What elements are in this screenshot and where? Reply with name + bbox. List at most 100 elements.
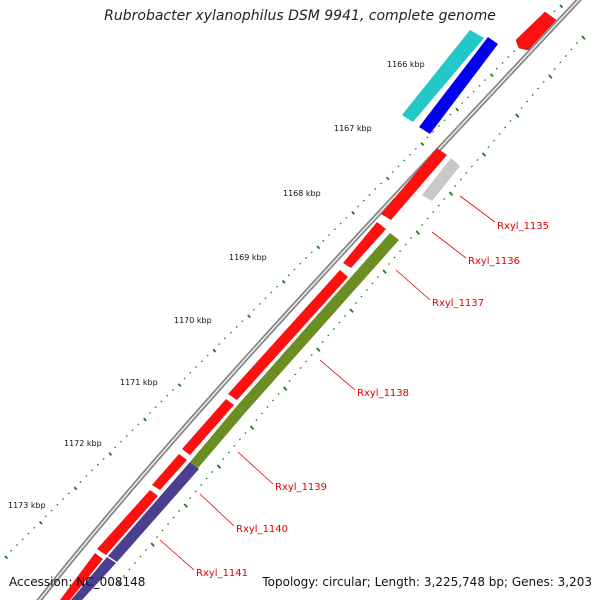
scale-tick (299, 262, 302, 265)
scale-tick (461, 102, 464, 105)
scale-tick (513, 50, 516, 53)
scale-tick (443, 119, 446, 122)
scale-tick (85, 475, 88, 478)
scale-tick (542, 81, 545, 83)
accession-text: Accession: NC_008148 (9, 575, 146, 589)
scale-tick (575, 42, 578, 44)
gene-blue[interactable] (419, 37, 498, 134)
gene-olive-rxyl-1138[interactable] (190, 407, 245, 468)
scale-tick (376, 276, 379, 278)
scale-tick (189, 371, 192, 374)
scale-tick (333, 228, 336, 231)
scale-tick (144, 549, 147, 551)
scale-tick (178, 510, 181, 512)
scale-tick (448, 191, 454, 196)
gene-red-4[interactable] (182, 399, 234, 455)
scale-tick (316, 245, 321, 250)
outer-scale-dots (4, 4, 564, 560)
scale-tick (21, 538, 24, 541)
scale-tick (166, 394, 169, 397)
gene-teal[interactable] (402, 30, 484, 122)
scale-tick (133, 562, 136, 564)
scale-tick (235, 325, 238, 328)
scale-tick (161, 529, 164, 532)
scale-tick (137, 423, 140, 426)
gene-red-1[interactable] (381, 148, 447, 220)
scale-tick (466, 96, 469, 99)
gene-red-5[interactable] (152, 454, 187, 490)
scale-tick (515, 113, 520, 118)
scale-tick (397, 165, 400, 168)
scale-tick (465, 172, 468, 174)
scale-tick (357, 205, 360, 208)
gene-leader-lines (159, 195, 496, 571)
scale-tick (504, 126, 507, 129)
scale-tick (277, 393, 280, 395)
scale-label-1167: 1167 kbp (334, 124, 372, 133)
scale-tick (410, 237, 413, 239)
gene-grey-rxyl-1135[interactable] (422, 158, 460, 201)
scale-tick (449, 113, 452, 116)
scale-tick (128, 568, 131, 571)
scale-tick (351, 211, 355, 215)
scale-tick (559, 61, 562, 64)
scale-tick (360, 295, 363, 298)
gene-red-6[interactable] (97, 490, 158, 555)
scale-tick (200, 360, 203, 363)
scale-tick (252, 308, 255, 311)
gene-red-7[interactable] (60, 553, 103, 600)
scale-tick (484, 79, 487, 82)
scale-tick (249, 425, 255, 430)
scale-tick (305, 360, 308, 363)
gene-purple-rxyl-1140[interactable] (108, 462, 199, 562)
scale-tick (183, 503, 188, 508)
scale-tick (404, 243, 407, 246)
gene-label-rxyl-1140: Rxyl_1140 (236, 524, 288, 535)
scale-tick (294, 373, 297, 376)
scale-tick (102, 457, 105, 460)
scale-tick (229, 331, 232, 334)
scale-tick (409, 153, 412, 156)
scale-tick (206, 354, 209, 357)
gene-label-rxyl-1137: Rxyl_1137 (432, 298, 484, 309)
scale-tick (167, 523, 170, 525)
scale-tick (139, 555, 142, 558)
scale-tick (420, 142, 425, 146)
scale-tick (260, 412, 263, 415)
scale-tick (432, 130, 435, 133)
scale-tick (489, 73, 494, 78)
scale-tick (316, 347, 321, 352)
scale-tick (15, 544, 18, 546)
gene-red-3[interactable] (228, 270, 348, 400)
scale-tick (426, 136, 429, 139)
scale-tick (385, 176, 390, 181)
scale-tick (131, 429, 134, 432)
scale-tick (339, 222, 342, 225)
scale-tick (498, 133, 501, 135)
scale-tick (321, 341, 324, 343)
scale-tick (570, 48, 573, 51)
scale-label-1173: 1173 kbp (8, 501, 46, 510)
scale-tick (459, 178, 462, 181)
scale-tick (241, 320, 244, 323)
gene-olive-rxyl-1137[interactable] (236, 233, 399, 413)
scale-tick (564, 55, 567, 57)
scale-tick (322, 239, 325, 242)
gene-label-rxyl-1141: Rxyl_1141 (196, 568, 248, 579)
map-title: Rubrobacter xylanophilus DSM 9941, compl… (104, 8, 496, 24)
scale-tick (403, 159, 406, 162)
scale-tick (328, 234, 331, 237)
scale-tick (581, 35, 586, 40)
scale-tick (270, 291, 273, 294)
gene-red-2[interactable] (343, 222, 386, 268)
scale-label-1172: 1172 kbp (64, 439, 102, 448)
scale-tick (470, 165, 473, 168)
scale-tick (472, 90, 475, 93)
gene-purple-rxyl-1141[interactable] (71, 557, 116, 600)
scale-tick (327, 334, 330, 337)
backbone-inner (38, 0, 580, 600)
scale-tick (27, 532, 30, 535)
scale-tick (526, 100, 529, 103)
gene-red-top-right[interactable] (515, 11, 557, 51)
gene-label-rxyl-1138: Rxyl_1138 (357, 388, 409, 399)
